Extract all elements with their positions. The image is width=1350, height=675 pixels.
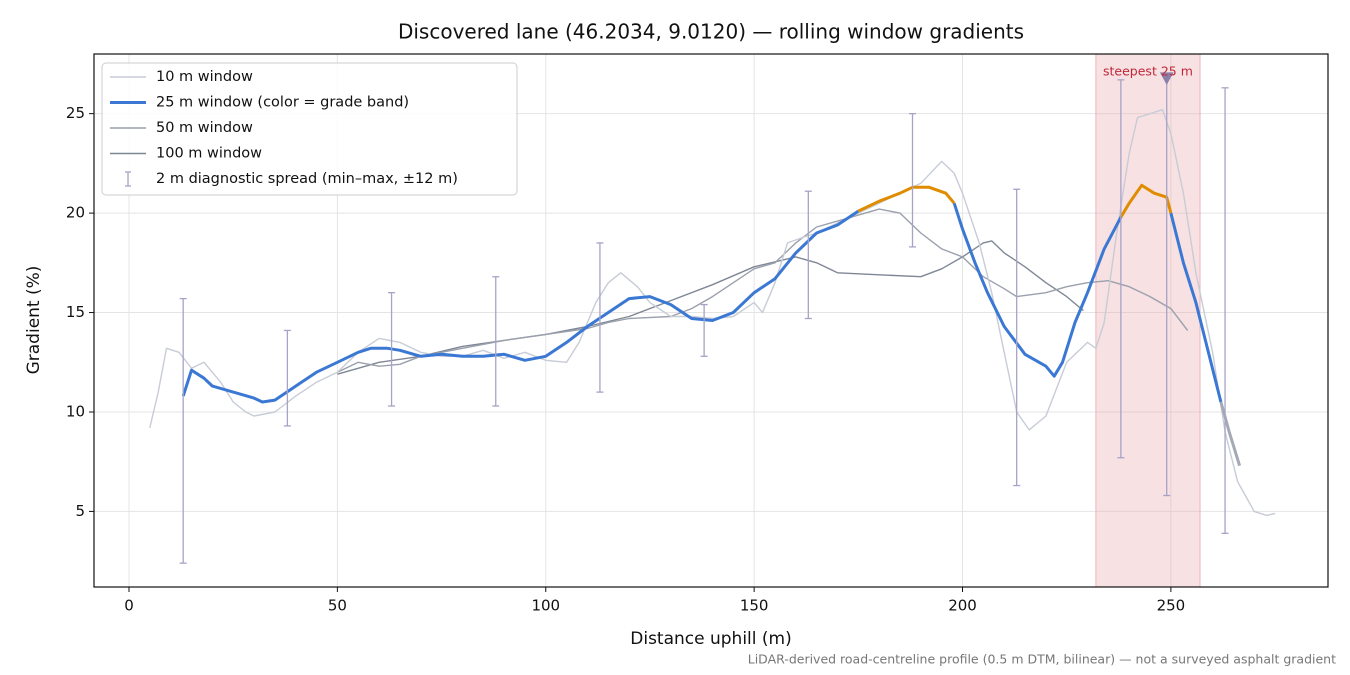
chart-title: Discovered lane (46.2034, 9.0120) — roll… [398, 20, 1024, 44]
legend-label: 100 m window [156, 146, 262, 162]
y-tick-label: 5 [75, 502, 85, 520]
series-line [337, 208, 1189, 373]
legend-label: 25 m window (color = grade band) [156, 95, 409, 111]
series-line [1219, 401, 1242, 467]
error-bar [1221, 87, 1229, 534]
series-line [149, 109, 1276, 517]
error-bar [908, 113, 916, 248]
legend-label: 10 m window [156, 69, 253, 85]
error-bar [804, 190, 812, 320]
x-tick-label: 0 [124, 597, 134, 615]
y-tick-label: 10 [66, 402, 85, 420]
x-tick-label: 100 [531, 597, 560, 615]
legend-label: 50 m window [156, 120, 253, 136]
y-axis-label: Gradient (%) [24, 266, 44, 375]
annotation-text: steepest 25 m [1103, 63, 1193, 78]
annotation-marker [1159, 72, 1174, 85]
error-bar [179, 297, 187, 564]
error-bar [492, 276, 500, 407]
y-tick-label: 20 [66, 204, 85, 222]
error-bar [596, 242, 604, 393]
series-line [181, 209, 860, 404]
x-axis-label: Distance uphill (m) [630, 629, 791, 649]
legend-box [101, 62, 518, 196]
series-line [952, 202, 1123, 378]
x-tick-label: 200 [948, 597, 977, 615]
x-tick-label: 50 [328, 597, 347, 615]
y-tick-label: 15 [66, 303, 85, 321]
footnote: LiDAR-derived road-centreline profile (0… [748, 652, 1336, 667]
error-bar [700, 303, 708, 357]
x-tick-label: 250 [1157, 597, 1186, 615]
error-bar [1117, 79, 1125, 459]
y-tick-label: 25 [66, 104, 85, 122]
error-bar [1013, 188, 1021, 487]
series-line [1169, 212, 1223, 403]
legend: 10 m window 25 m window (color = grade ba… [101, 62, 518, 196]
legend-label: 2 m diagnostic spread (min–max, ±12 m) [156, 171, 458, 187]
error-bar [283, 329, 291, 427]
highlight-band [1095, 53, 1201, 588]
x-tick-label: 150 [740, 597, 769, 615]
plot-frame [93, 53, 1329, 588]
error-bar [388, 292, 396, 407]
series-line [1119, 183, 1173, 218]
